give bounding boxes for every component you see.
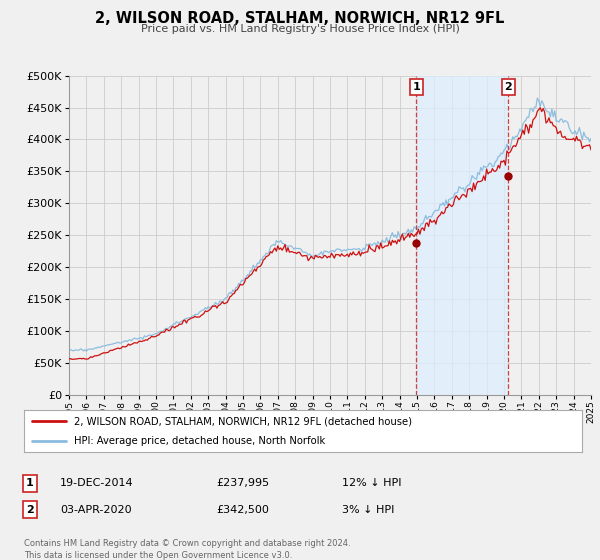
Text: 2: 2 [26, 505, 34, 515]
Text: 1: 1 [26, 478, 34, 488]
Text: HPI: Average price, detached house, North Norfolk: HPI: Average price, detached house, Nort… [74, 436, 325, 446]
Text: £237,995: £237,995 [216, 478, 269, 488]
Text: 2, WILSON ROAD, STALHAM, NORWICH, NR12 9FL: 2, WILSON ROAD, STALHAM, NORWICH, NR12 9… [95, 11, 505, 26]
Text: 12% ↓ HPI: 12% ↓ HPI [342, 478, 401, 488]
Text: 19-DEC-2014: 19-DEC-2014 [60, 478, 134, 488]
Text: Price paid vs. HM Land Registry's House Price Index (HPI): Price paid vs. HM Land Registry's House … [140, 24, 460, 34]
Text: 1: 1 [412, 82, 420, 92]
Text: 2: 2 [505, 82, 512, 92]
Text: 2, WILSON ROAD, STALHAM, NORWICH, NR12 9FL (detached house): 2, WILSON ROAD, STALHAM, NORWICH, NR12 9… [74, 416, 412, 426]
Bar [416, 76, 508, 395]
Text: 3% ↓ HPI: 3% ↓ HPI [342, 505, 394, 515]
Text: 03-APR-2020: 03-APR-2020 [60, 505, 131, 515]
Text: Contains HM Land Registry data © Crown copyright and database right 2024.
This d: Contains HM Land Registry data © Crown c… [24, 539, 350, 559]
Text: £342,500: £342,500 [216, 505, 269, 515]
